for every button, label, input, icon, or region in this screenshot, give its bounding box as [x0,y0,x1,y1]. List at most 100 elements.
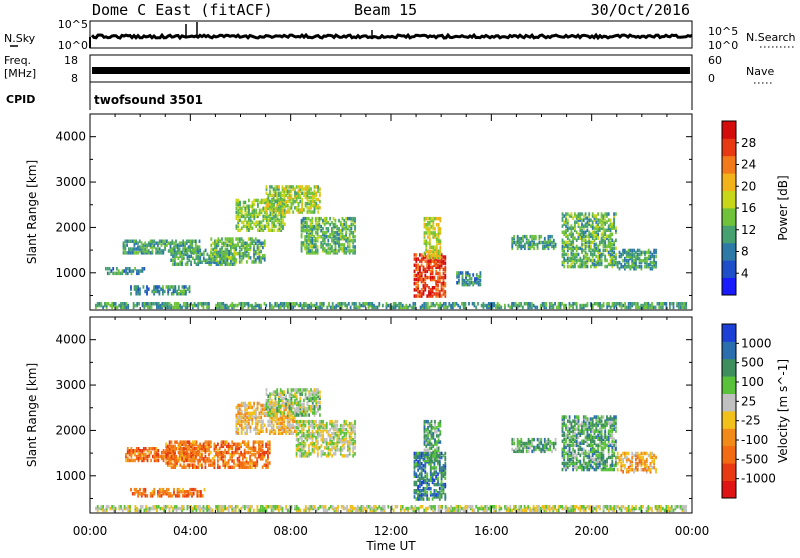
power-echo [235,244,237,248]
velocity-echo [322,434,324,438]
power-echo [219,302,221,306]
power-echo [615,239,617,243]
velocity-echo [271,403,273,407]
power-echo [572,233,574,237]
power-echo [314,189,316,193]
power-echo [320,229,322,233]
power-echo [174,302,176,306]
power-echo [280,302,282,306]
power-echo [296,206,298,210]
power-echo [246,242,248,246]
power-echo [118,304,120,308]
power-echo [149,302,151,306]
power-echo [172,255,174,259]
power-echo [241,248,243,252]
power-echo [437,276,439,280]
power-echo [301,241,303,245]
power-echo [243,225,245,229]
power-echo [588,231,590,235]
power-echo [244,242,246,246]
power-echo [132,240,134,244]
power-echo [271,217,273,221]
velocity-echo [271,392,273,396]
power-echo [608,302,610,306]
power-echo [421,288,423,292]
velocity-echo [188,490,190,494]
velocity-echo [342,444,344,448]
power-echo [296,185,298,189]
velocity-echo [351,442,353,446]
velocity-echo [271,409,273,413]
velocity-echo [257,416,259,420]
velocity-echo [306,434,308,438]
power-echo [262,199,264,203]
power-echo [124,240,126,244]
power-echo [443,288,445,292]
power-echo [248,252,250,256]
power-echo [658,302,660,306]
velocity-echo [354,440,356,444]
power-echo [520,237,522,241]
power-echo [312,192,314,196]
power-echo [414,253,416,257]
velocity-echo [180,451,182,455]
power-echo [590,233,592,237]
power-echo [236,225,238,229]
power-echo [187,302,189,306]
power-echo [230,237,232,241]
power-echo [130,285,132,289]
velocity-echo [287,411,289,415]
velocity-echo [266,392,268,396]
velocity-echo [197,461,199,465]
power-echo [680,306,682,310]
power-echo [535,243,537,247]
velocity-echo [248,412,250,416]
power-echo [423,266,425,270]
power-echo [253,223,255,227]
velocity-echo [260,424,262,428]
power-echo [344,302,346,306]
power-echo [599,302,601,306]
power-echo [199,240,201,244]
power-echo [400,302,402,306]
power-echo [222,302,224,306]
power-echo [205,259,207,263]
power-echo [650,267,652,271]
power-echo [635,255,637,258]
nsearch-tick-high: 10^5 [708,25,738,38]
velocity-echo [301,438,303,442]
velocity-echo [271,399,273,403]
power-echo [424,252,426,256]
power-echo [232,256,234,260]
power-echo [212,252,214,256]
power-echo [241,252,243,256]
power-echo [239,246,241,250]
velocity-echo [319,420,321,424]
velocity-echo [163,455,165,459]
velocity-echo [265,463,267,467]
power-echo [159,285,161,289]
velocity-echo [171,455,173,459]
power-echo [513,241,515,245]
velocity-echo [267,447,269,451]
power-echo [351,239,353,243]
velocity-echo [329,434,331,438]
power-echo [269,302,271,306]
power-echo [315,192,317,196]
velocity-echo [283,418,285,422]
power-echo [644,302,646,306]
power-echo [565,224,567,228]
power-echo [273,187,275,191]
power-echo [544,245,546,249]
power-echo [207,253,209,257]
power-echo [327,251,329,255]
power-echo [583,243,585,247]
power-echo [219,248,221,252]
power-echo [371,302,373,306]
power-echo [597,212,599,216]
power-echo [176,251,178,255]
power-echo [152,249,154,253]
power-echo [249,304,251,308]
power-echo [537,243,539,247]
power-echo [419,253,421,257]
